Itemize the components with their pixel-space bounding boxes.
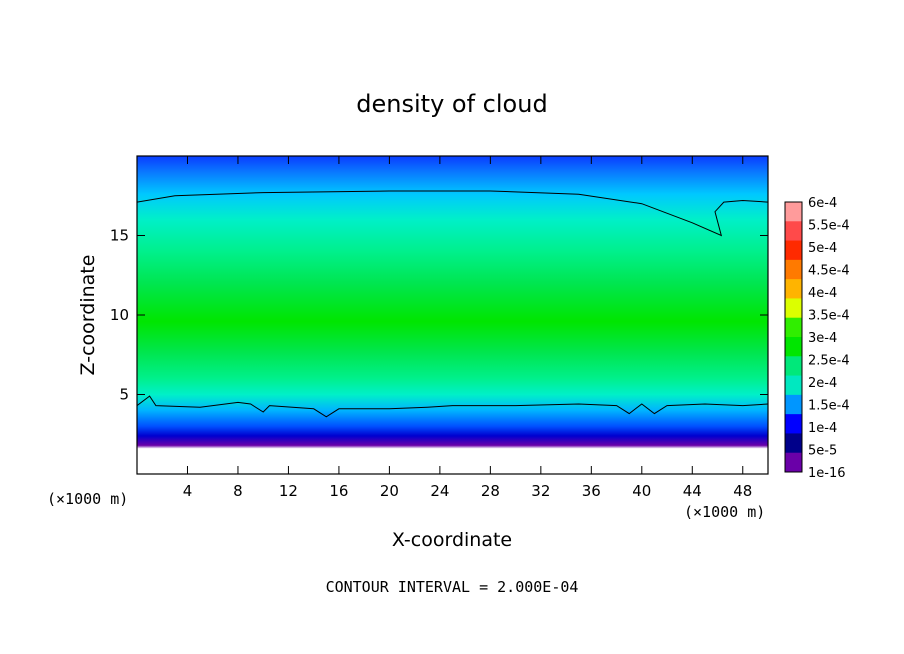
y-tick-label: 10 bbox=[110, 306, 129, 324]
colorbar-label: 3e-4 bbox=[808, 331, 837, 346]
colorbar-label: 2.5e-4 bbox=[808, 354, 850, 369]
colorbar-label: 1e-4 bbox=[808, 421, 837, 436]
colorbar-swatch bbox=[785, 298, 802, 319]
contour-interval-note: CONTOUR INTERVAL = 2.000E-04 bbox=[326, 578, 579, 596]
colorbar-swatch bbox=[785, 375, 802, 396]
x-unit-label-right: (×1000 m) bbox=[684, 503, 765, 521]
x-tick-label: 4 bbox=[183, 482, 193, 500]
colorbar-label: 4.5e-4 bbox=[808, 264, 850, 279]
x-tick-label: 40 bbox=[632, 482, 651, 500]
colorbar-label: 1.5e-4 bbox=[808, 399, 850, 414]
x-tick-label: 24 bbox=[430, 482, 449, 500]
colorbar-label: 1e-16 bbox=[808, 466, 846, 481]
colorbar-label: 5e-5 bbox=[808, 444, 837, 459]
x-tick-label: 20 bbox=[380, 482, 399, 500]
colorbar-swatch bbox=[785, 279, 802, 299]
colorbar-swatch bbox=[785, 356, 802, 377]
density-field bbox=[137, 156, 768, 474]
x-tick-label: 36 bbox=[582, 482, 601, 500]
colorbar-swatch bbox=[785, 452, 802, 473]
colorbar-label: 5e-4 bbox=[808, 241, 837, 256]
colorbar-swatch bbox=[785, 202, 802, 222]
y-tick-label: 15 bbox=[110, 227, 129, 245]
contour-line-upper bbox=[137, 190, 768, 237]
y-tick-label: 5 bbox=[119, 386, 129, 404]
x-tick-label: 8 bbox=[233, 482, 243, 500]
colorbar: 6e-4 5.5e-4 5e-4 4.5e-4 4e-4 3.5e-4 3e-4 2.5e-4… bbox=[784, 196, 850, 481]
colorbar-swatch bbox=[785, 240, 802, 261]
colorbar-swatch bbox=[785, 221, 802, 242]
x-axis-label: X-coordinate bbox=[392, 529, 512, 551]
colorbar-swatch bbox=[785, 394, 802, 415]
colorbar-label: 2e-4 bbox=[808, 376, 837, 391]
colorbar-swatch bbox=[785, 414, 802, 434]
colorbar-swatch bbox=[785, 317, 802, 338]
colorbar-frame bbox=[784, 201, 803, 473]
colorbar-label: 3.5e-4 bbox=[808, 309, 850, 324]
x-axis: 4 8 12 16 20 24 28 32 36 40 44 48 bbox=[183, 156, 752, 500]
x-tick-label: 12 bbox=[279, 482, 298, 500]
x-tick-label: 32 bbox=[531, 482, 550, 500]
chart-title: density of cloud bbox=[356, 90, 547, 118]
x-tick-label: 16 bbox=[329, 482, 348, 500]
colorbar-swatch bbox=[785, 337, 802, 357]
colorbar-label: 4e-4 bbox=[808, 286, 837, 301]
x-unit-label-left: (×1000 m) bbox=[47, 490, 128, 508]
y-axis: 5 10 15 bbox=[110, 227, 768, 404]
x-tick-label: 48 bbox=[733, 482, 752, 500]
colorbar-swatch bbox=[785, 259, 802, 280]
x-tick-label: 28 bbox=[481, 482, 500, 500]
colorbar-label: 5.5e-4 bbox=[808, 219, 850, 234]
colorbar-label: 6e-4 bbox=[808, 196, 837, 211]
plot-area bbox=[137, 156, 768, 474]
x-tick-label: 44 bbox=[683, 482, 702, 500]
y-axis-label: Z-coordinate bbox=[77, 255, 99, 376]
colorbar-swatch bbox=[785, 433, 802, 454]
contour-line-lower bbox=[137, 395, 768, 418]
empty-region bbox=[137, 451, 768, 474]
